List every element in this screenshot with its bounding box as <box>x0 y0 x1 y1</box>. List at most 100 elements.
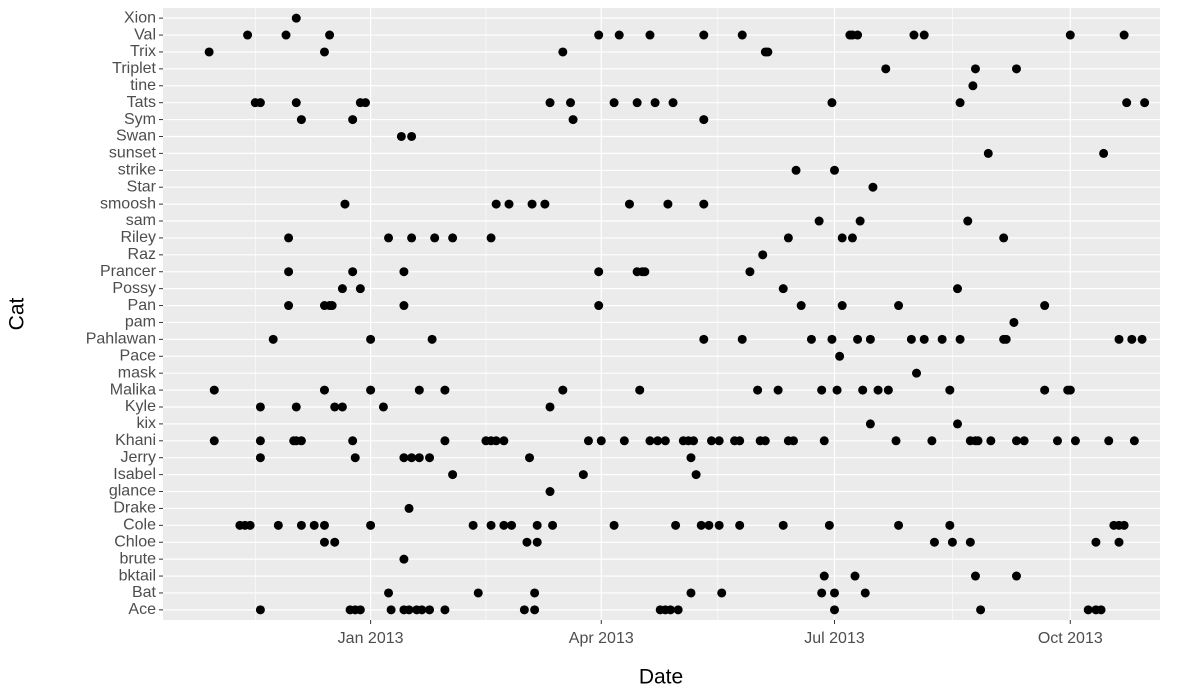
point <box>830 588 840 598</box>
y-tick-label: mask <box>118 364 157 381</box>
point <box>645 436 655 446</box>
point <box>1052 436 1062 446</box>
point <box>255 453 265 463</box>
point <box>417 605 427 615</box>
point <box>919 30 929 40</box>
point <box>814 216 824 226</box>
point <box>273 520 283 530</box>
point <box>430 233 440 243</box>
y-tick-label: Star <box>127 178 157 195</box>
point <box>699 30 709 40</box>
point <box>837 301 847 311</box>
point <box>566 98 576 108</box>
point <box>1127 334 1137 344</box>
point <box>1140 98 1150 108</box>
point <box>337 284 347 294</box>
point <box>209 385 219 395</box>
point <box>835 351 845 361</box>
point <box>399 267 409 277</box>
y-tick-label: bktail <box>119 567 156 584</box>
point <box>894 301 904 311</box>
point <box>668 98 678 108</box>
point <box>384 233 394 243</box>
point <box>396 131 406 141</box>
point <box>296 520 306 530</box>
y-tick-label: smoosh <box>100 195 156 212</box>
y-tick-label: Khani <box>115 432 156 449</box>
point <box>366 385 376 395</box>
point <box>558 47 568 57</box>
point <box>255 436 265 446</box>
point <box>737 334 747 344</box>
point <box>468 520 478 530</box>
point <box>686 588 696 598</box>
y-tick-label: Raz <box>128 246 156 263</box>
point <box>796 301 806 311</box>
point <box>983 148 993 158</box>
y-tick-label: sunset <box>109 145 157 162</box>
y-tick-label: Sym <box>124 111 156 128</box>
point <box>348 267 358 277</box>
point <box>965 537 975 547</box>
y-tick-label: Jerry <box>120 449 156 466</box>
point <box>268 334 278 344</box>
y-tick-label: glance <box>109 483 156 500</box>
y-tick-label: tine <box>130 77 156 94</box>
point <box>1129 436 1139 446</box>
point <box>976 605 986 615</box>
point <box>953 419 963 429</box>
point <box>847 233 857 243</box>
y-tick-label: Tats <box>127 94 156 111</box>
point <box>1011 571 1021 581</box>
point <box>427 334 437 344</box>
point <box>1119 30 1129 40</box>
point <box>937 334 947 344</box>
point <box>919 334 929 344</box>
point <box>386 605 396 615</box>
point <box>1122 98 1132 108</box>
point <box>404 503 414 513</box>
point <box>1011 436 1021 446</box>
point <box>894 520 904 530</box>
point <box>378 402 388 412</box>
point <box>753 385 763 395</box>
point <box>414 453 424 463</box>
point <box>830 605 840 615</box>
x-tick-label: Apr 2013 <box>569 630 634 647</box>
point <box>525 453 535 463</box>
point <box>491 199 501 209</box>
point <box>891 436 901 446</box>
point <box>970 64 980 74</box>
point <box>330 537 340 547</box>
point <box>384 588 394 598</box>
point <box>578 470 588 480</box>
point <box>309 520 319 530</box>
point <box>945 385 955 395</box>
point <box>1019 436 1029 446</box>
y-tick-label: Triplet <box>112 60 156 77</box>
point <box>817 588 827 598</box>
point <box>986 436 996 446</box>
point <box>558 385 568 395</box>
point <box>243 30 253 40</box>
y-tick-label: Prancer <box>100 263 157 280</box>
y-tick-label: Possy <box>112 280 156 297</box>
point <box>881 64 891 74</box>
point <box>758 250 768 260</box>
point <box>1065 385 1075 395</box>
x-axis-title: Date <box>639 666 683 689</box>
point <box>735 520 745 530</box>
y-tick-label: Val <box>134 26 156 43</box>
point <box>522 537 532 547</box>
point <box>853 334 863 344</box>
point <box>773 385 783 395</box>
point <box>827 334 837 344</box>
point <box>348 436 358 446</box>
point <box>640 267 650 277</box>
point <box>1099 148 1109 158</box>
y-tick-label: Trix <box>130 43 156 60</box>
point <box>609 520 619 530</box>
point <box>399 301 409 311</box>
y-tick-label: kix <box>136 415 156 432</box>
point <box>255 98 265 108</box>
